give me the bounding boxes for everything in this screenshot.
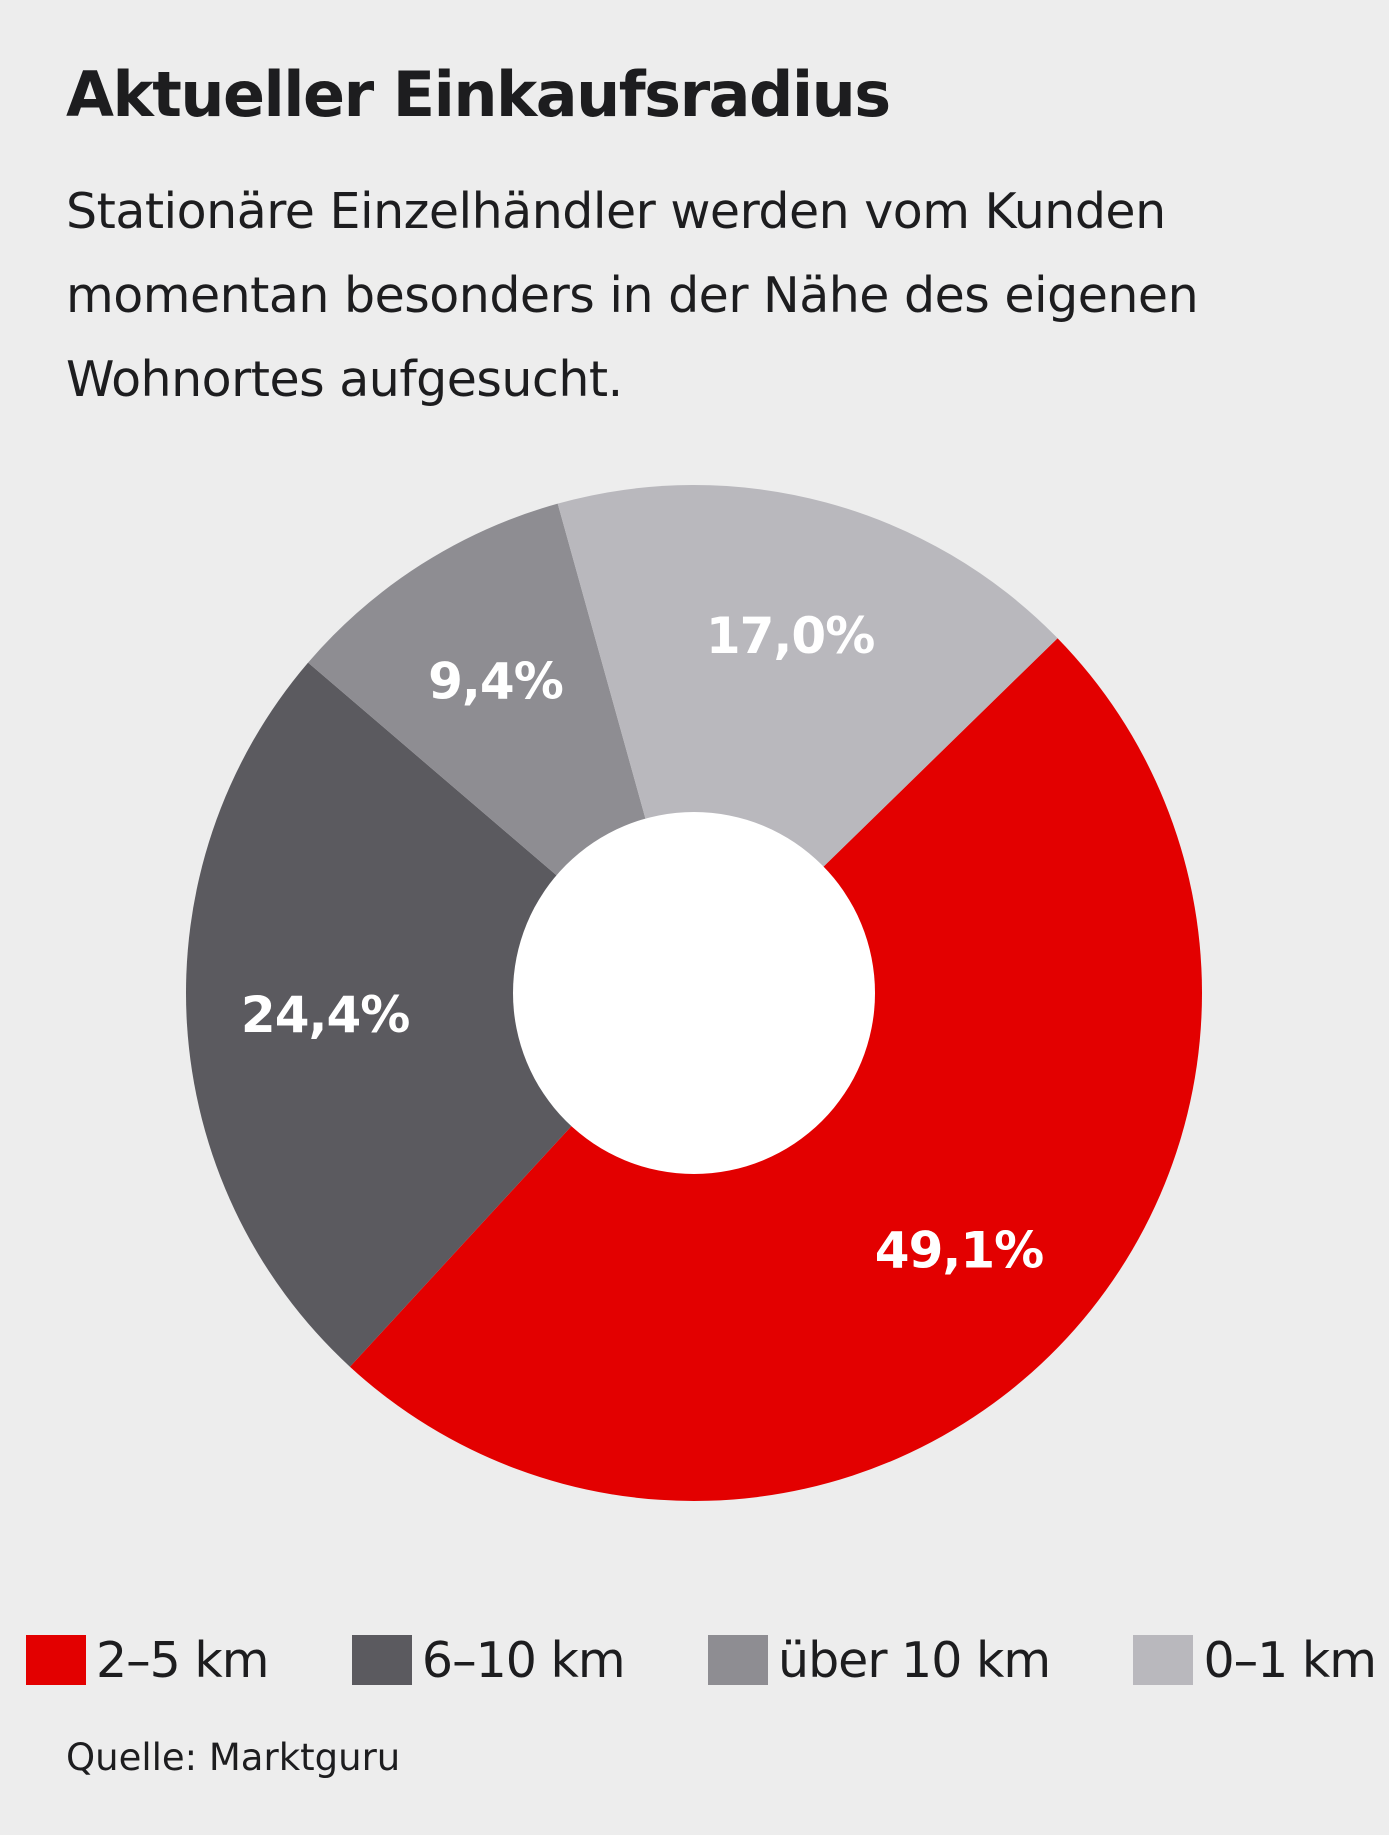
slice-6-10-km bbox=[186, 662, 694, 1367]
legend-label: 6–10 km bbox=[421, 1631, 626, 1689]
legend-swatch bbox=[26, 1635, 86, 1685]
slice-label-über-10-km: 9,4% bbox=[428, 652, 563, 710]
legend-item-0-1-km: 0–1 km bbox=[1133, 1631, 1377, 1689]
source-note: Quelle: Marktguru bbox=[66, 1736, 401, 1779]
slice-label-6-10-km: 24,4% bbox=[241, 986, 409, 1044]
legend-item-2-5-km: 2–5 km bbox=[26, 1631, 270, 1689]
legend-swatch bbox=[708, 1635, 769, 1685]
legend-label: 2–5 km bbox=[96, 1631, 270, 1689]
chart-legend: 2–5 km 6–10 km über 10 km 0–1 km bbox=[26, 1625, 1377, 1695]
legend-swatch bbox=[351, 1635, 412, 1685]
legend-swatch bbox=[1133, 1635, 1194, 1685]
chart-subtitle: Stationäre Einzelhändler werden vom Kund… bbox=[66, 183, 1199, 408]
chart-title: Aktueller Einkaufsradius bbox=[66, 58, 891, 131]
slice-labels: 49,1% 24,4% 9,4% 17,0% bbox=[241, 607, 1044, 1279]
donut-hole bbox=[513, 812, 875, 1174]
legend-item-6-10-km: 6–10 km bbox=[351, 1631, 626, 1689]
legend-item-über-10-km: über 10 km bbox=[708, 1631, 1051, 1689]
slice-label-0-1-km: 17,0% bbox=[706, 607, 874, 665]
slice-label-2-5-km: 49,1% bbox=[875, 1221, 1043, 1279]
legend-label: 0–1 km bbox=[1203, 1631, 1377, 1689]
legend-label: über 10 km bbox=[778, 1631, 1051, 1689]
